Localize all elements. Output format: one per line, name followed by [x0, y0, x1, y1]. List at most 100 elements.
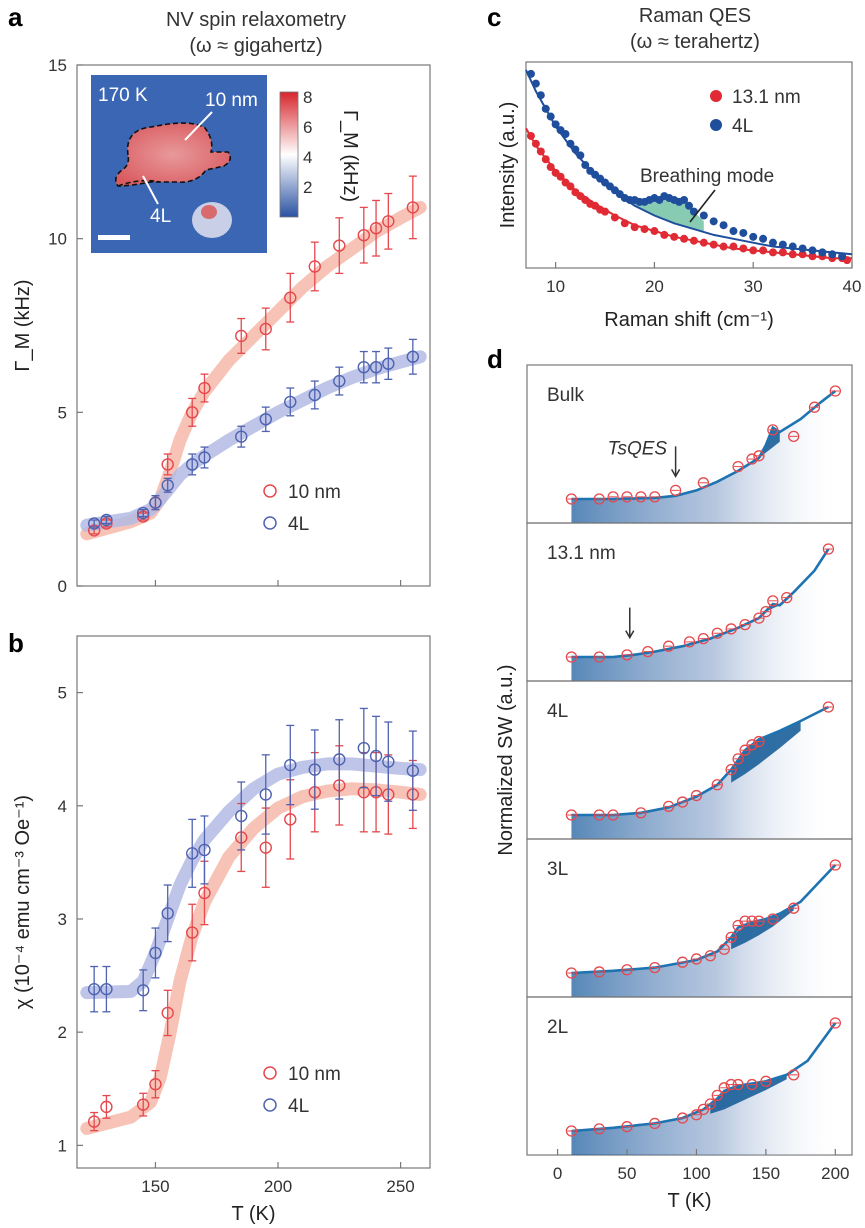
plot-frame — [76, 635, 431, 1169]
colorbar-label: Γ_M (kHz) — [339, 110, 361, 202]
data-point — [746, 739, 758, 751]
fit-band-4L — [80, 350, 427, 532]
data-point — [680, 195, 689, 204]
data-point — [369, 749, 383, 763]
data-point — [100, 513, 113, 527]
flake-4L-outline — [117, 179, 161, 187]
data-point — [100, 982, 113, 996]
inset-label-10nm: 10 nm — [205, 90, 258, 111]
data-point — [284, 758, 297, 772]
data-point — [284, 813, 297, 826]
data-point — [406, 201, 420, 214]
data-point — [406, 764, 420, 777]
data-point — [136, 984, 150, 997]
panel-a-subtitle: (ω ≈ gigahertz) — [189, 35, 322, 57]
data-point — [788, 902, 800, 914]
data-point — [669, 484, 682, 497]
data-point — [565, 493, 578, 505]
x-tick-label: 20 — [645, 277, 664, 296]
plot-frame — [76, 64, 431, 587]
data-point — [87, 517, 101, 530]
panel-c-letter: c — [487, 2, 501, 32]
data-point — [382, 215, 395, 228]
data-point — [149, 496, 162, 509]
chart-c: 10 20 30 40 Breathing mode 13.1 nm 4L Intensity… — [497, 61, 862, 331]
data-point — [369, 360, 383, 374]
data-point — [690, 789, 703, 802]
data-point — [767, 424, 779, 436]
y-axis-label: Γ_M (kHz) — [12, 279, 34, 371]
data-point — [697, 1103, 710, 1116]
y-tick-label: 5 — [58, 403, 67, 422]
legend-marker — [263, 1098, 277, 1112]
legend-label: 10 nm — [288, 482, 341, 503]
x-tick-label: 200 — [264, 1177, 292, 1196]
data-point — [566, 139, 575, 148]
data-point — [87, 982, 101, 996]
legend-marker — [263, 484, 277, 498]
data-point — [676, 1112, 689, 1124]
data-point — [198, 886, 211, 900]
data-point — [161, 479, 174, 492]
sw-peak-region — [710, 1074, 787, 1114]
colorbar-tick-2: 2 — [303, 178, 312, 197]
inset-label-4L: 4L — [150, 206, 171, 227]
data-point — [259, 322, 272, 336]
data-point — [186, 926, 199, 939]
fit-band-4L — [80, 757, 427, 1000]
data-point — [186, 847, 199, 860]
data-point — [718, 1082, 730, 1094]
subpanel-4L: 4L — [526, 680, 853, 840]
chart-d: Bulk TsQES 13.1 nm 4L 3L 2L 0 50 100 150 200 T (K) N… — [495, 364, 853, 1212]
y-tick-label: 0 — [58, 577, 67, 596]
data-point — [161, 458, 174, 471]
data-point — [753, 450, 765, 462]
data-point — [788, 430, 800, 443]
x-tick-label: 30 — [744, 277, 763, 296]
colorbar-tick-8: 8 — [303, 88, 312, 107]
data-point — [369, 222, 383, 235]
data-point — [357, 228, 371, 242]
data-point — [635, 807, 647, 819]
sw-area — [571, 391, 836, 523]
data-point — [760, 1075, 772, 1087]
scale-bar — [98, 235, 130, 240]
data-point — [235, 329, 248, 343]
data-point — [697, 477, 710, 489]
y-tick-label: 2 — [58, 1023, 67, 1042]
data-point — [753, 612, 765, 624]
data-point — [822, 701, 835, 713]
data-point — [198, 451, 211, 464]
data-point — [284, 395, 297, 409]
sw-peak-region — [731, 905, 794, 950]
data-point — [690, 1109, 703, 1121]
x-axis-label: T (K) — [231, 1203, 275, 1225]
data-point — [406, 350, 420, 363]
data-point — [259, 413, 272, 426]
data-point — [704, 950, 716, 962]
data-point — [676, 796, 689, 808]
data-point — [593, 651, 605, 663]
data-point — [259, 788, 272, 801]
data-point — [198, 843, 211, 857]
annotation-pointer — [689, 189, 716, 223]
panel-c-subtitle: (ω ≈ terahertz) — [630, 31, 760, 53]
data-point — [593, 493, 605, 505]
data-point — [635, 491, 647, 503]
y-axis-label: Intensity (a.u.) — [497, 102, 519, 229]
data-point — [621, 1121, 633, 1133]
y-tick-label: 5 — [58, 684, 67, 703]
tsqes-label: TsQES — [608, 438, 668, 459]
x-tick-label: 40 — [843, 277, 862, 296]
data-point — [87, 1115, 101, 1128]
x-tick-label: 150 — [752, 1164, 780, 1183]
data-point — [235, 809, 248, 823]
data-point — [718, 943, 730, 955]
y-tick-label: 1 — [58, 1136, 67, 1155]
data-point — [593, 1123, 605, 1135]
x-tick-label: 200 — [821, 1164, 849, 1183]
data-point — [621, 491, 633, 503]
data-point — [382, 755, 395, 768]
data-point — [719, 221, 728, 230]
data-point — [739, 228, 748, 237]
